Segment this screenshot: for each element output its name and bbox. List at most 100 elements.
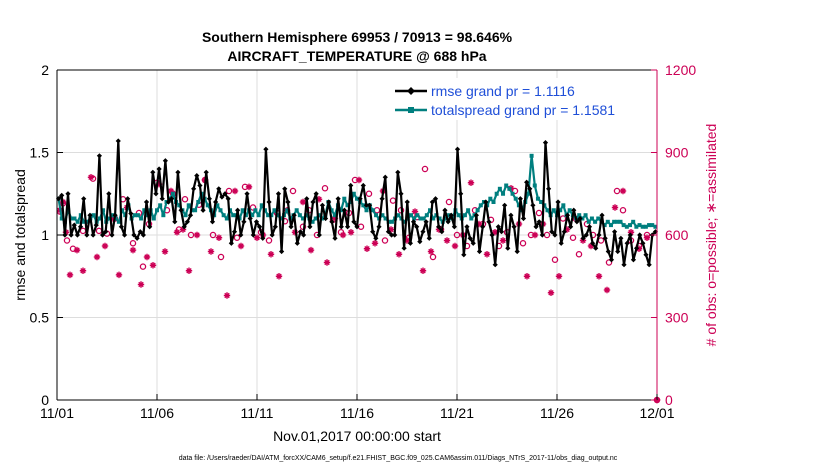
rmse-point xyxy=(304,196,310,202)
assimilated-obs-point xyxy=(587,242,595,250)
totalspread-point xyxy=(259,203,264,208)
totalspread-point xyxy=(221,213,226,218)
rmse-point xyxy=(448,212,454,218)
rmse-point xyxy=(436,224,442,230)
assimilated-obs-point xyxy=(331,215,339,222)
assimilated-obs-point xyxy=(173,229,181,236)
totalspread-point xyxy=(412,216,417,221)
rmse-point xyxy=(219,194,225,200)
totalspread-point xyxy=(383,216,388,221)
rmse-point xyxy=(247,215,253,222)
rmse-point xyxy=(404,199,410,205)
totalspread-point xyxy=(266,213,271,218)
rmse-point xyxy=(316,232,322,238)
x-ticks: 11/01 11/06 11/11 11/16 11/21 11/26 12/01 xyxy=(40,394,675,421)
assimilated-obs-point xyxy=(223,292,231,299)
assimilated-obs-point xyxy=(483,251,491,258)
legend-spread-marker xyxy=(408,107,414,113)
totalspread-point xyxy=(501,191,506,196)
totalspread-point xyxy=(408,213,413,218)
rmse-point xyxy=(542,140,549,146)
totalspread-point xyxy=(526,191,531,196)
rmse-point xyxy=(454,146,461,152)
possible-obs-point xyxy=(613,187,621,195)
rmse-point xyxy=(68,232,74,238)
rmse-point xyxy=(602,235,608,241)
rmse-point xyxy=(558,240,564,246)
assimilated-obs-point xyxy=(451,242,459,250)
rmse-point xyxy=(615,248,621,255)
rmse-point xyxy=(432,196,439,202)
rmse-point xyxy=(288,224,294,230)
rmse-point xyxy=(458,191,464,197)
legend-rmse-marker xyxy=(407,87,415,95)
totalspread-point xyxy=(193,208,198,213)
rmse-point xyxy=(571,207,577,213)
possible-obs-point xyxy=(421,165,429,173)
possible-obs-point xyxy=(63,237,71,244)
rmse-point xyxy=(407,240,414,246)
rmse-point xyxy=(143,199,150,205)
totalspread-point xyxy=(421,216,426,221)
rmse-point xyxy=(373,235,379,241)
assimilated-obs-point xyxy=(161,248,169,255)
assimilated-obs-point xyxy=(275,273,283,280)
x-axis-label: Nov.01,2017 00:00:00 start xyxy=(273,428,441,444)
totalspread-point xyxy=(275,213,280,218)
rmse-point xyxy=(492,262,498,268)
rmse-point xyxy=(502,202,508,208)
totalspread-point xyxy=(113,216,118,221)
rmse-point xyxy=(250,232,256,238)
totalspread-point xyxy=(650,223,655,228)
rmse-point xyxy=(539,232,545,238)
assimilated-obs-point xyxy=(371,240,379,247)
totalspread-point xyxy=(586,219,591,224)
totalspread-point xyxy=(66,208,71,213)
rmse-point xyxy=(131,232,137,238)
totalspread-point xyxy=(69,216,74,221)
rmse-point xyxy=(461,252,467,258)
chart-title: Southern Hemisphere 69953 / 70913 = 98.6… xyxy=(202,29,513,45)
totalspread-point xyxy=(186,203,191,208)
possible-obs-point xyxy=(569,234,577,241)
totalspread-point xyxy=(132,213,137,218)
totalspread-point xyxy=(224,216,229,221)
rmse-point xyxy=(162,158,168,164)
assimilated-obs-point xyxy=(253,234,261,241)
rmse-point xyxy=(137,229,143,235)
rmse-point xyxy=(605,248,611,255)
rmse-point xyxy=(269,232,275,238)
totalspread-point xyxy=(643,224,648,229)
assimilated-obs-point xyxy=(93,253,101,261)
totalspread-point xyxy=(558,208,563,213)
rmse-point xyxy=(319,202,326,208)
rmse-point xyxy=(583,232,589,238)
rmse-point xyxy=(467,235,473,241)
rmse-point xyxy=(216,186,222,192)
rmse-point xyxy=(599,212,605,218)
totalspread-point xyxy=(456,213,461,218)
totalspread-point xyxy=(120,208,125,213)
rmse-point xyxy=(480,224,486,230)
assimilated-obs-point xyxy=(245,183,253,191)
rmse-point xyxy=(624,240,630,246)
rmse-point xyxy=(59,192,65,198)
assimilated-obs-point xyxy=(491,229,499,236)
totalspread-point xyxy=(589,216,594,221)
assimilated-obs-point xyxy=(66,271,74,279)
totalspread-point xyxy=(640,224,645,229)
possible-obs-point xyxy=(453,231,461,239)
y-tick-label-left: 0 xyxy=(41,392,49,408)
possible-obs-point xyxy=(209,231,217,239)
totalspread-point xyxy=(631,219,636,224)
assimilated-obs-point xyxy=(531,231,539,239)
totalspread-point xyxy=(91,213,96,218)
y-ticks-left: 0 0.5 1 1.5 2 xyxy=(30,62,63,408)
assimilated-obs-point xyxy=(315,196,323,203)
rmse-point xyxy=(524,179,530,185)
assimilated-obs-point xyxy=(129,246,137,254)
possible-obs-point xyxy=(605,259,613,266)
assimilated-obs-point xyxy=(523,273,531,280)
rmse-point xyxy=(206,196,212,202)
rmse-point xyxy=(495,224,501,230)
